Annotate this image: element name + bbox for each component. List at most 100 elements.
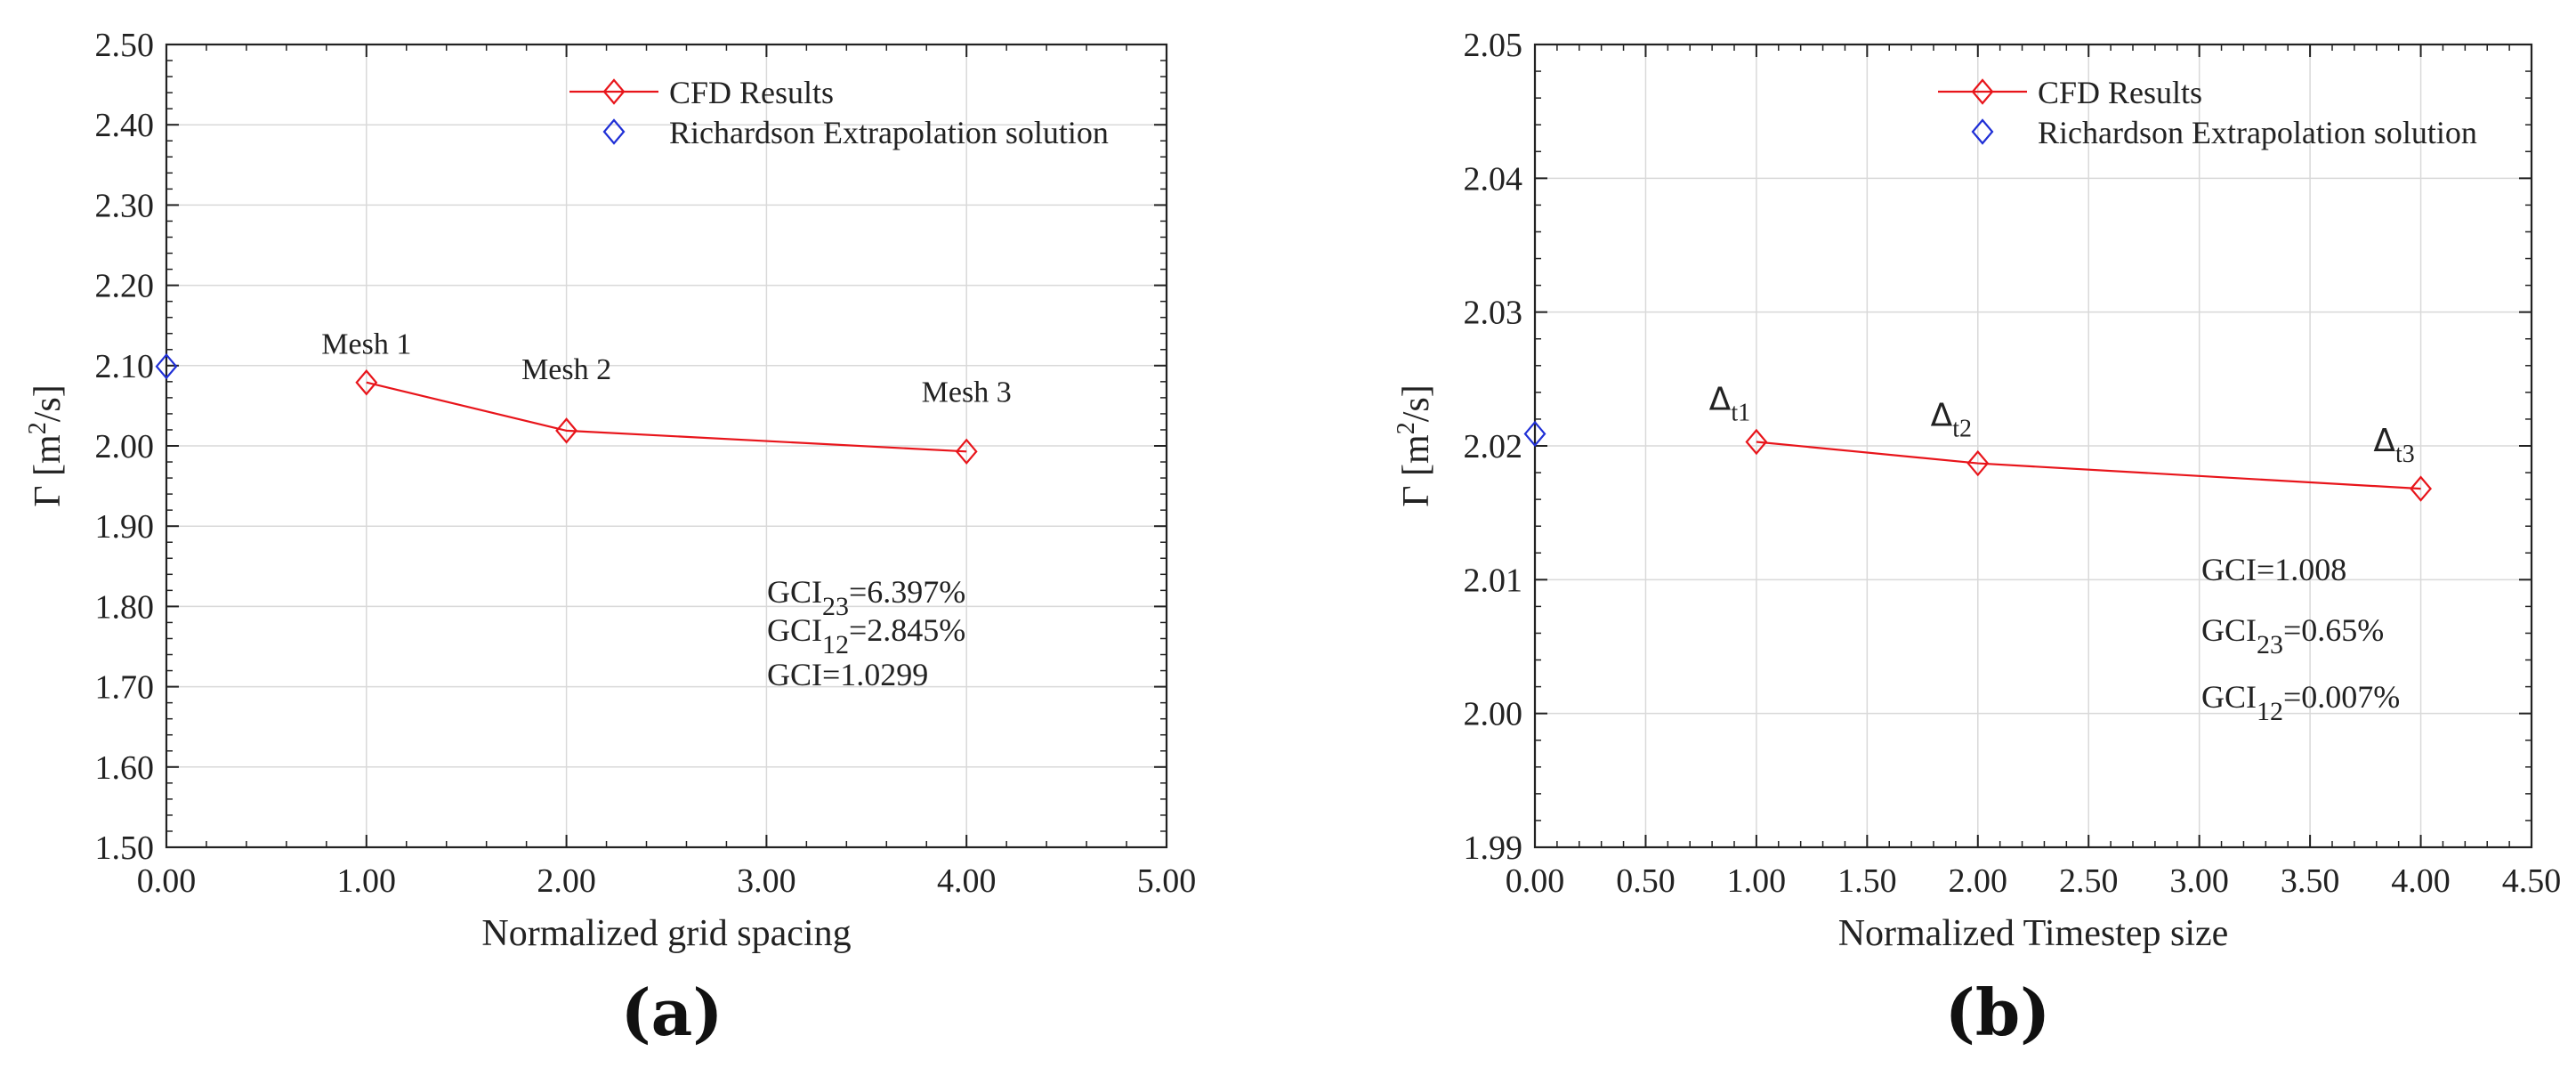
x-axis-label: Normalized grid spacing bbox=[481, 913, 851, 954]
data-point-marker bbox=[355, 369, 378, 396]
data-point-marker bbox=[555, 417, 578, 444]
point-label-main: Δ bbox=[1931, 398, 1953, 434]
point-label: Mesh 3 bbox=[922, 376, 1012, 409]
y-tick-label: 2.01 bbox=[1464, 562, 1523, 599]
data-point-marker bbox=[1966, 449, 1990, 477]
y-tick-label: 1.80 bbox=[95, 588, 155, 626]
x-tick-label: 4.00 bbox=[937, 862, 997, 900]
point-label: Mesh 2 bbox=[521, 353, 611, 386]
y-tick-label: 1.70 bbox=[95, 669, 155, 707]
y-axis-label-main: Γ [m bbox=[1396, 434, 1437, 507]
gci-annotation-main: GCI bbox=[2201, 679, 2257, 715]
x-tick-label: 5.00 bbox=[1137, 862, 1197, 900]
y-tick-label: 2.30 bbox=[95, 187, 155, 224]
gci-annotation-sub: 12 bbox=[2257, 697, 2283, 726]
y-tick-label: 2.50 bbox=[95, 27, 155, 64]
point-label-sub: t1 bbox=[1731, 399, 1750, 426]
x-tick-label: 4.00 bbox=[2391, 862, 2451, 900]
x-tick-label: 3.00 bbox=[2169, 862, 2229, 900]
gci-annotation-sub: 23 bbox=[2257, 630, 2283, 659]
y-tick-label: 2.10 bbox=[95, 348, 155, 385]
y-tick-label: 2.05 bbox=[1464, 27, 1523, 64]
x-tick-label: 0.50 bbox=[1616, 862, 1676, 900]
chart-b: 1.99 2.00 2.01 2.02 2.03 2.04 2.05 0.00 0.50 1.00… bbox=[1393, 27, 2561, 954]
caption-b: (b) bbox=[1944, 975, 2051, 1050]
x-tick-label: 2.00 bbox=[1949, 862, 2008, 900]
x-tick-label: 3.00 bbox=[737, 862, 796, 900]
y-axis-label-end: /s] bbox=[28, 384, 69, 422]
gci-annotation-main: GCI bbox=[767, 574, 822, 610]
gci-annotation-value: =0.007% bbox=[2283, 679, 2400, 715]
chart-a: 1.50 1.60 1.70 1.80 1.90 2.00 2.10 2.20 2.30 2.40… bbox=[24, 27, 1196, 954]
point-label: Δt3 bbox=[2373, 423, 2414, 468]
y-tick-label: 1.90 bbox=[95, 508, 155, 546]
point-label-sub: t3 bbox=[2395, 441, 2415, 468]
x-tick-label: 1.00 bbox=[1727, 862, 1787, 900]
caption-a: (a) bbox=[620, 975, 723, 1050]
gci-annotation-main: GCI bbox=[767, 612, 822, 648]
legend: CFD Results Richardson Extrapolation solu… bbox=[1938, 75, 2477, 150]
legend-label-cfd: CFD Results bbox=[2038, 75, 2202, 110]
y-tick-label: 2.02 bbox=[1464, 428, 1523, 465]
gci-annotation-main: GCI bbox=[2201, 612, 2257, 648]
gci-annotation-main: GCI=1.008 bbox=[2201, 552, 2346, 587]
point-label: Mesh 1 bbox=[321, 328, 411, 361]
y-tick-label: 2.40 bbox=[95, 107, 155, 144]
x-tick-label: 4.50 bbox=[2502, 862, 2562, 900]
gci-annotation: GCI23=0.65% bbox=[2201, 612, 2384, 659]
series-line bbox=[366, 381, 967, 453]
gci-annotation-sub: 23 bbox=[822, 592, 849, 621]
y-axis-label: Γ [m2/s] bbox=[24, 384, 69, 506]
gci-annotation: GCI=1.008 bbox=[2201, 552, 2346, 587]
y-tick-label: 2.00 bbox=[1464, 696, 1523, 733]
y-tick-label: 1.99 bbox=[1464, 829, 1523, 867]
x-tick-label: 2.00 bbox=[537, 862, 596, 900]
legend-label-richardson: Richardson Extrapolation solution bbox=[669, 115, 1109, 150]
legend-marker-richardson bbox=[1971, 118, 1994, 145]
y-tick-label: 1.60 bbox=[95, 749, 155, 787]
y-axis-label-sup: 2 bbox=[1393, 422, 1420, 434]
x-tick-label: 0.00 bbox=[1506, 862, 1565, 900]
y-tick-label: 2.04 bbox=[1464, 160, 1523, 198]
gci-annotation: GCI=1.0299 bbox=[767, 657, 928, 692]
legend-label-richardson: Richardson Extrapolation solution bbox=[2038, 115, 2477, 150]
gci-annotation: GCI12=2.845% bbox=[767, 612, 965, 659]
x-tick-label: 0.00 bbox=[137, 862, 197, 900]
data-point-marker bbox=[1523, 420, 1546, 448]
gci-annotation: GCI23=6.397% bbox=[767, 574, 965, 621]
legend-label-cfd: CFD Results bbox=[669, 75, 834, 110]
x-tick-label: 2.50 bbox=[2059, 862, 2119, 900]
data-point-marker bbox=[2410, 475, 2432, 502]
gci-annotation-main: GCI=1.0299 bbox=[767, 657, 928, 692]
point-label: Δt2 bbox=[1931, 398, 1972, 443]
legend-marker-cfd bbox=[1971, 78, 1994, 105]
point-label: Δt1 bbox=[1709, 381, 1750, 426]
y-tick-label: 2.20 bbox=[95, 268, 155, 305]
y-tick-label: 2.00 bbox=[95, 428, 155, 465]
y-axis-label: Γ [m2/s] bbox=[1393, 384, 1437, 506]
point-label-sub: t2 bbox=[1952, 416, 1972, 443]
legend-marker-cfd bbox=[602, 78, 626, 105]
series-richardson-extrapolation bbox=[155, 352, 178, 380]
y-tick-label: 2.03 bbox=[1464, 295, 1523, 332]
series-cfd-results bbox=[1745, 428, 2432, 502]
gci-annotation-value: =6.397% bbox=[849, 574, 965, 610]
x-tick-label: 1.00 bbox=[337, 862, 397, 900]
x-tick-label: 1.50 bbox=[1837, 862, 1897, 900]
gci-annotation-sub: 12 bbox=[822, 630, 849, 659]
series-cfd-results bbox=[355, 369, 978, 465]
x-axis-label: Normalized Timestep size bbox=[1838, 913, 2229, 954]
legend-marker-richardson bbox=[602, 118, 626, 145]
point-label-main: Δ bbox=[1709, 381, 1732, 417]
y-axis-label-end: /s] bbox=[1396, 384, 1437, 422]
data-point-marker bbox=[1745, 428, 1768, 456]
gci-annotation-value: =0.65% bbox=[2283, 612, 2384, 648]
gci-annotation-value: =2.845% bbox=[849, 612, 965, 648]
series-richardson-extrapolation bbox=[1523, 420, 1546, 448]
y-tick-label: 1.50 bbox=[95, 829, 155, 867]
gci-annotation: GCI12=0.007% bbox=[2201, 679, 2400, 726]
y-axis-label-sup: 2 bbox=[24, 422, 52, 434]
x-tick-label: 3.50 bbox=[2281, 862, 2340, 900]
data-point-marker bbox=[155, 352, 178, 380]
